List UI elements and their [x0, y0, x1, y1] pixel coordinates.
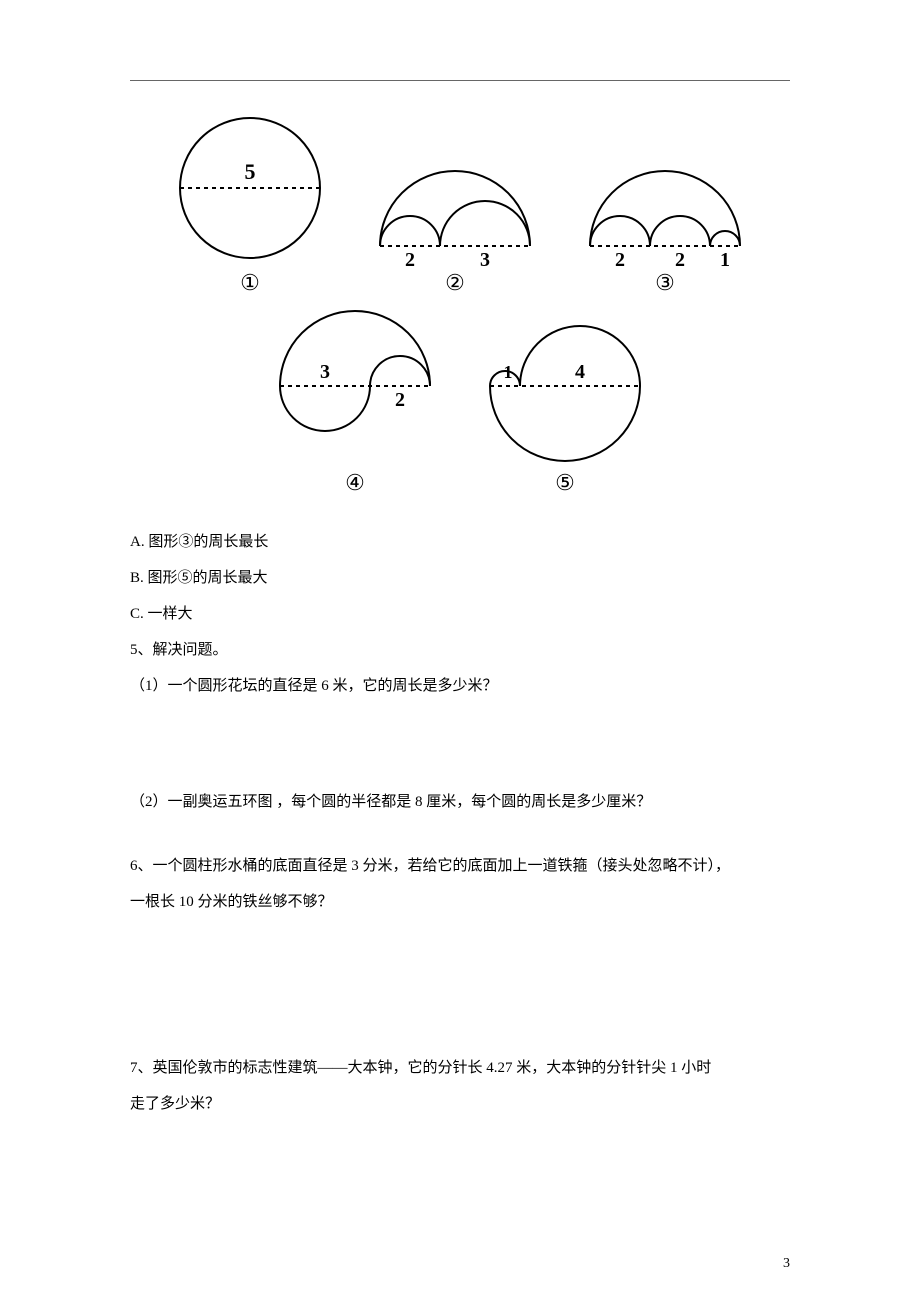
q6-line1: 6、一个圆柱形水桶的底面直径是 3 分米，若给它的底面加上一道铁箍（接头处忽略不… [130, 848, 790, 884]
q5-1: （1）一个圆形花坛的直径是 6 米，它的周长是多少米？ [130, 668, 790, 704]
figure-4: 3 2 ④ [270, 306, 440, 496]
fig3-caption: ③ [655, 270, 675, 296]
fig4-seg2: 2 [395, 389, 405, 411]
figure-2: 2 3 ② [370, 156, 540, 296]
figure-3-svg: 2 2 1 [580, 156, 750, 266]
option-c: C. 一样大 [130, 596, 790, 632]
fig3-seg3: 1 [720, 249, 730, 266]
figure-row-1: 5 ① 2 3 ② [170, 111, 750, 296]
option-a: A. 图形③的周长最长 [130, 524, 790, 560]
fig5-seg2: 4 [575, 361, 585, 383]
fig5-seg1: 1 [504, 362, 513, 382]
fig1-diameter-label: 5 [245, 159, 256, 184]
top-rule [130, 80, 790, 81]
figure-row-2: 3 2 ④ 1 4 [270, 306, 650, 496]
figure-3: 2 2 1 ③ [580, 156, 750, 296]
fig2-caption: ② [445, 270, 465, 296]
figure-1-svg: 5 [170, 111, 330, 266]
q5-title: 5、解决问题。 [130, 632, 790, 668]
fig5-caption: ⑤ [555, 470, 575, 496]
fig4-caption: ④ [345, 470, 365, 496]
figure-2-svg: 2 3 [370, 156, 540, 266]
fig3-seg1: 2 [615, 249, 625, 266]
figure-5-svg: 1 4 [480, 306, 650, 466]
fig2-seg1: 2 [405, 249, 415, 266]
question-text: A. 图形③的周长最长 B. 图形⑤的周长最大 C. 一样大 5、解决问题。 （… [130, 524, 790, 1122]
fig2-seg2: 3 [480, 249, 490, 266]
figure-5: 1 4 ⑤ [480, 306, 650, 496]
fig1-caption: ① [240, 270, 260, 296]
q6-line2: 一根长 10 分米的铁丝够不够？ [130, 884, 790, 920]
figure-4-svg: 3 2 [270, 306, 440, 466]
fig4-seg1: 3 [320, 361, 330, 383]
q7-line2: 走了多少米？ [130, 1086, 790, 1122]
q7-line1: 7、英国伦敦市的标志性建筑——大本钟，它的分针长 4.27 米，大本钟的分针针尖… [130, 1050, 790, 1086]
fig3-seg2: 2 [675, 249, 685, 266]
figures-container: 5 ① 2 3 ② [130, 111, 790, 496]
q5-2: （2）一副奥运五环图 ，每个圆的半径都是 8 厘米，每个圆的周长是多少厘米？ [130, 784, 790, 820]
figure-1: 5 ① [170, 111, 330, 296]
option-b: B. 图形⑤的周长最大 [130, 560, 790, 596]
page-number: 3 [783, 1256, 790, 1272]
